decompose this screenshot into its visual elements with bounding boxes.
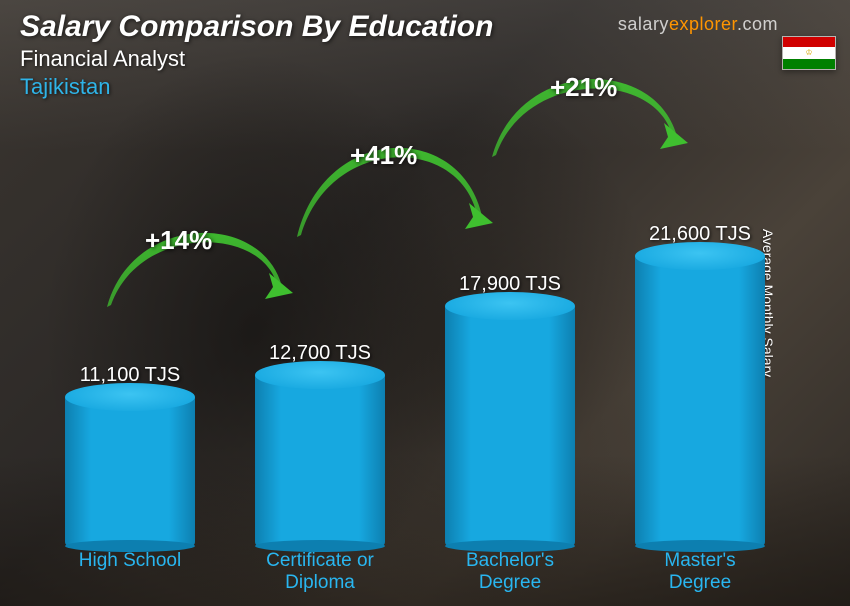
x-label: Master'sDegree bbox=[620, 546, 780, 594]
bar-0: 11,100 TJS bbox=[50, 364, 210, 546]
bar-top-cap bbox=[635, 242, 765, 270]
bar-2: 17,900 TJS bbox=[430, 273, 590, 546]
chart-title: Salary Comparison By Education bbox=[20, 10, 830, 44]
bar-body bbox=[65, 397, 195, 546]
bar-body bbox=[635, 256, 765, 546]
bar-top-cap bbox=[65, 383, 195, 411]
chart-country: Tajikistan bbox=[20, 74, 830, 100]
x-label: Bachelor'sDegree bbox=[430, 546, 590, 594]
increase-pct: +41% bbox=[350, 140, 417, 171]
bar-3: 21,600 TJS bbox=[620, 223, 780, 546]
bar-1: 12,700 TJS bbox=[240, 342, 400, 546]
bar-top-cap bbox=[445, 292, 575, 320]
bar-body bbox=[255, 375, 385, 546]
chart-subtitle: Financial Analyst bbox=[20, 46, 830, 72]
bar-body bbox=[445, 306, 575, 546]
bar-top-cap bbox=[255, 361, 385, 389]
x-label: High School bbox=[50, 546, 210, 594]
bar-chart: 11,100 TJS 12,700 TJS 17,900 TJS 21,600 … bbox=[30, 120, 800, 594]
increase-pct: +14% bbox=[145, 225, 212, 256]
x-label: Certificate orDiploma bbox=[240, 546, 400, 594]
